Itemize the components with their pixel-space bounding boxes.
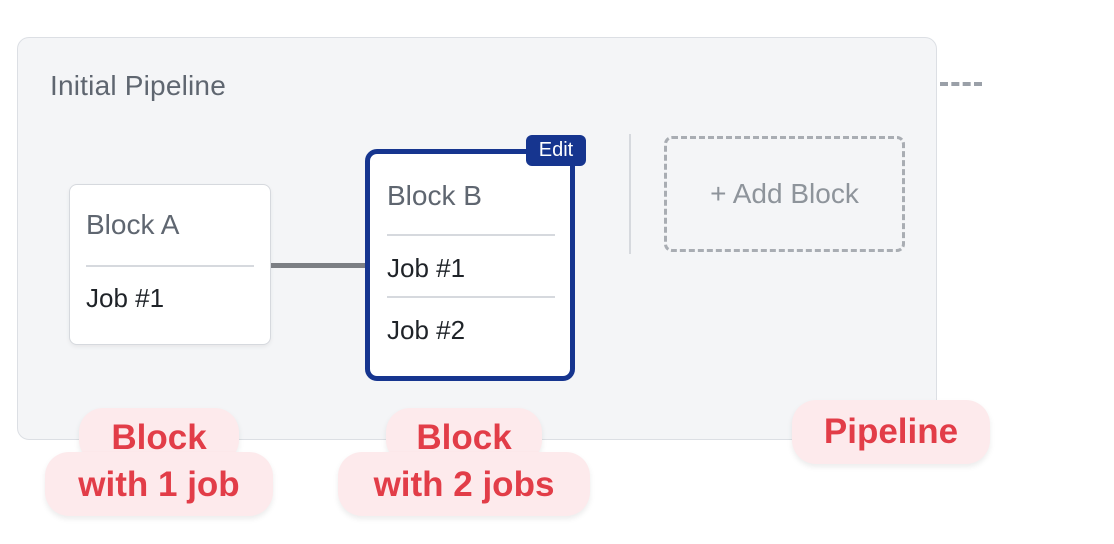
annotation-pill-pipeline <box>792 400 990 464</box>
block-a-job-1[interactable]: Job #1 <box>86 283 165 313</box>
block-b-divider-2 <box>387 296 555 298</box>
annotation-block-one-line1: Block <box>111 418 207 457</box>
edit-button[interactable]: Edit <box>526 135 586 166</box>
block-a[interactable]: Block A Job #1 <box>69 184 271 345</box>
annotation-pipeline: Pipeline <box>823 412 959 451</box>
block-a-divider <box>86 265 254 267</box>
block-b[interactable]: Block B Job #1 Job #2 <box>365 149 575 381</box>
dependency-edge <box>271 263 365 268</box>
block-b-title: Block B <box>387 180 482 211</box>
pipeline-title: Initial Pipeline <box>50 70 226 101</box>
annotation-block-two-line1: Block <box>416 418 512 457</box>
annotation-pill-bottom <box>338 452 590 516</box>
block-b-job-1[interactable]: Job #1 <box>387 253 466 283</box>
pipeline-connector-dashed <box>940 82 982 86</box>
block-a-title: Block A <box>86 209 180 240</box>
block-separator <box>629 134 631 254</box>
block-b-job-2[interactable]: Job #2 <box>387 315 466 345</box>
annotation-pill-bottom <box>45 452 273 516</box>
annotation-block-one-line2: with 1 job <box>78 465 240 504</box>
annotation-block-two-line2: with 2 jobs <box>373 465 555 504</box>
add-block-button[interactable]: + Add Block <box>664 136 905 252</box>
block-b-divider-1 <box>387 234 555 236</box>
